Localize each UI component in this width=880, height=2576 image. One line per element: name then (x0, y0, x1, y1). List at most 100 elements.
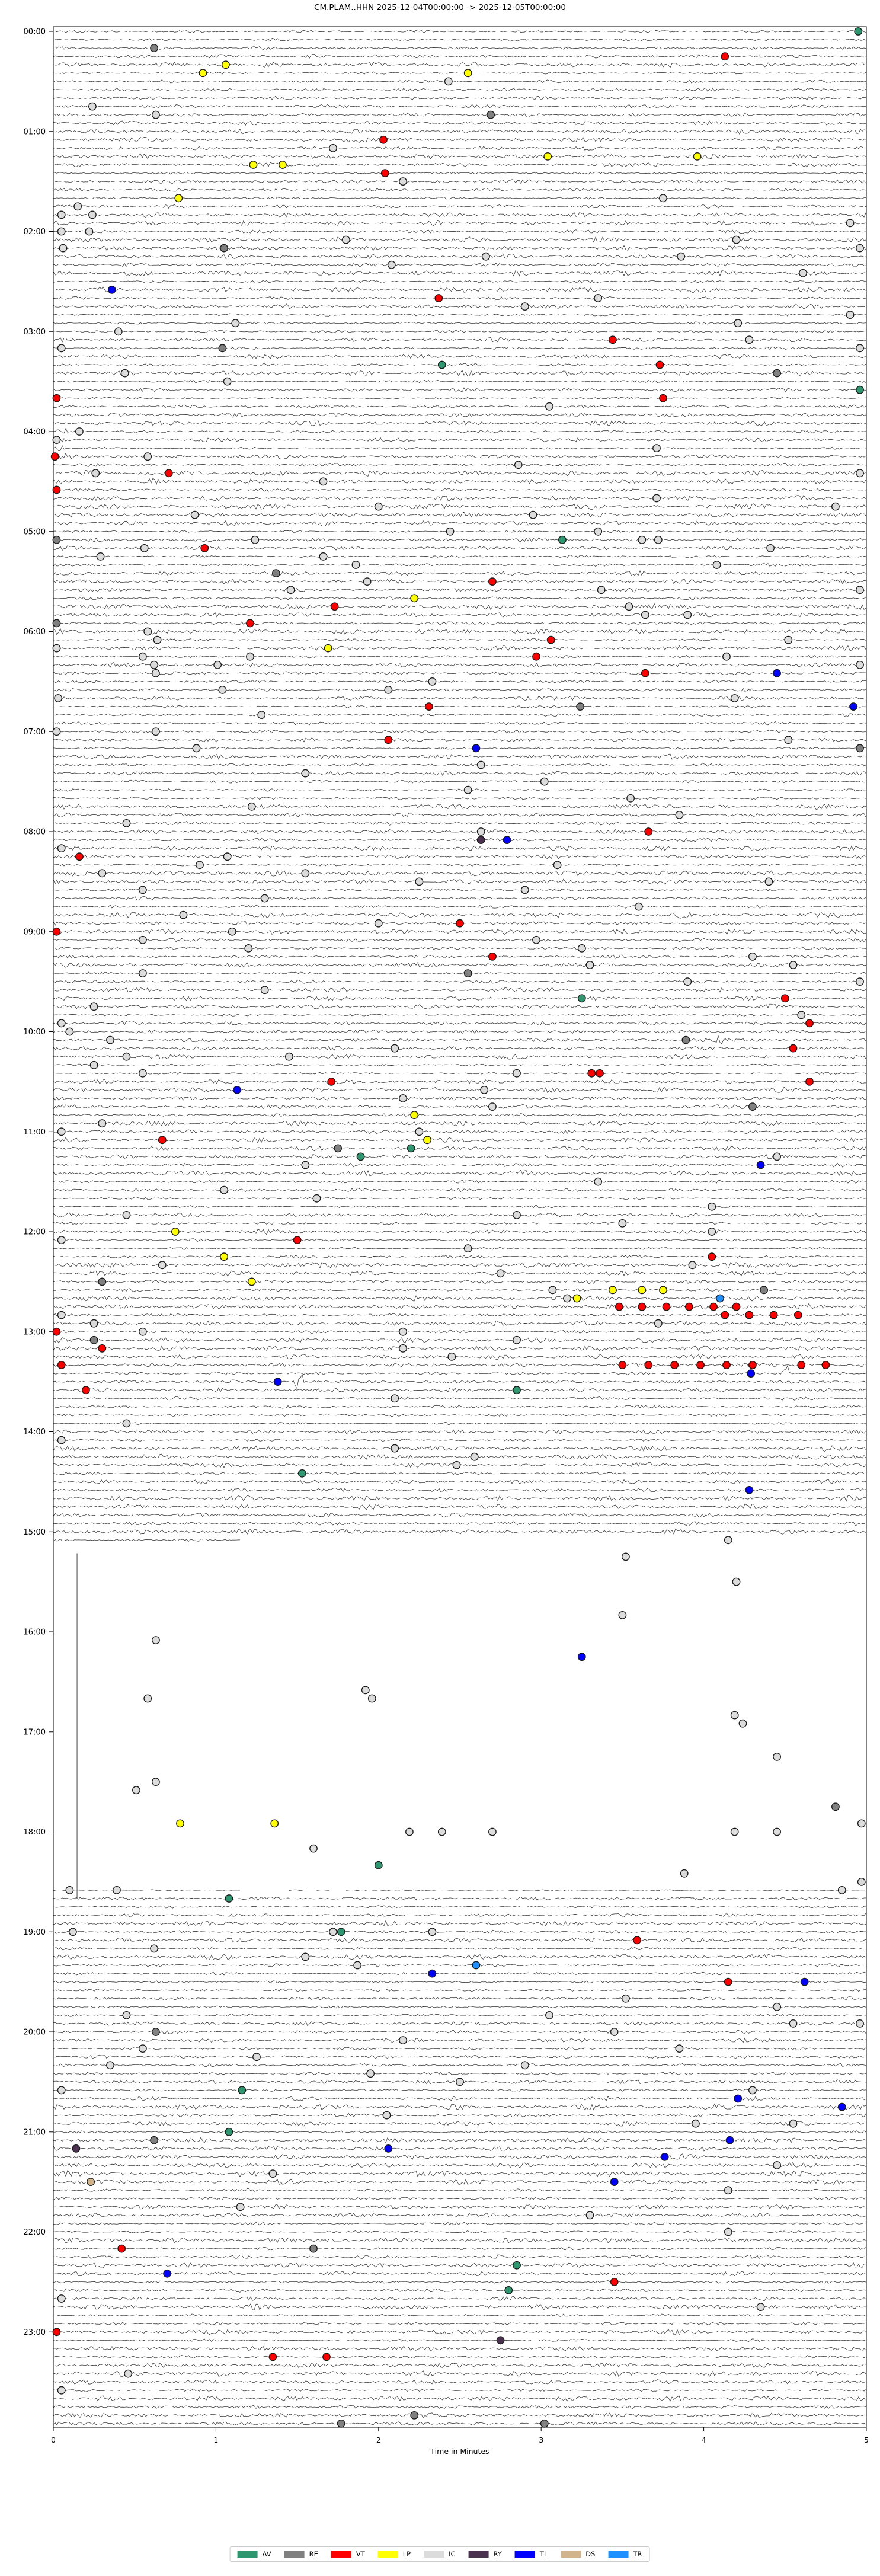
event-marker-vt (52, 927, 61, 936)
event-marker-ic (488, 1102, 497, 1111)
event-marker-av (374, 1861, 383, 1869)
event-marker-ic (150, 660, 159, 669)
trace-row (53, 2047, 866, 2050)
event-marker-ic (329, 143, 337, 152)
event-marker-re (831, 1802, 840, 1811)
event-marker-ic (520, 302, 529, 311)
trace-row (53, 2021, 866, 2027)
event-marker-vt (81, 1386, 90, 1395)
legend-label: TR (633, 2550, 642, 2558)
event-marker-vt (732, 1302, 741, 1311)
legend-swatch-vt (331, 2551, 351, 2558)
legend-swatch-re (284, 2551, 305, 2558)
event-marker-ic (618, 1219, 627, 1228)
trace-row (53, 530, 866, 533)
event-marker-ic (532, 935, 540, 944)
trace-row (53, 779, 866, 784)
event-marker-vt (610, 2277, 619, 2286)
event-marker-vt (330, 602, 339, 611)
event-marker-re (773, 369, 782, 378)
event-marker-ic (246, 652, 254, 661)
event-marker-ic (437, 1827, 446, 1836)
trace-row (53, 303, 866, 309)
trace-row (53, 153, 866, 159)
trace-row (53, 296, 866, 301)
trace-row (53, 1329, 866, 1334)
trace-row (53, 1146, 866, 1152)
plot-title: CM.PLAM..HHN 2025-12-04T00:00:00 -> 2025… (314, 3, 566, 12)
trace-row (53, 904, 866, 909)
trace-row (53, 555, 866, 558)
trace-row (53, 2112, 866, 2118)
hour-label: 10:00 (24, 1028, 46, 1037)
event-marker-ic (677, 252, 686, 261)
event-marker-ic (286, 586, 295, 595)
trace-row (53, 113, 866, 117)
trace-row (53, 2096, 866, 2101)
event-marker-ic (132, 1786, 140, 1795)
legend-swatch-ds (561, 2551, 581, 2558)
trace-row (53, 1086, 866, 1094)
trace-row (53, 1197, 866, 1200)
trace-row (53, 621, 866, 625)
event-marker-ic (122, 1210, 131, 1219)
x-tick-label: 4 (702, 2436, 706, 2444)
hour-label: 23:00 (24, 2328, 46, 2337)
trace-row (53, 2162, 866, 2168)
event-marker-tl (773, 669, 782, 677)
event-marker-tl (745, 1485, 754, 1494)
x-tick-label: 3 (539, 2436, 543, 2444)
event-marker-ic (856, 2019, 864, 2028)
trace-row (316, 1890, 329, 1891)
event-marker-ic (57, 227, 66, 236)
hour-label: 17:00 (24, 1728, 46, 1737)
trace-row (53, 1396, 866, 1401)
event-marker-ic (540, 777, 549, 786)
trace-row (53, 696, 866, 701)
event-marker-ic (57, 1019, 66, 1028)
event-marker-lp (249, 161, 258, 169)
legend-item-ry: RY (468, 2550, 502, 2558)
legend-swatch-av (237, 2551, 258, 2558)
trace-row (53, 1180, 866, 1184)
event-marker-ic (618, 1610, 627, 1619)
trace-row (53, 821, 866, 826)
trace-row (53, 845, 866, 852)
legend-swatch-ry (468, 2551, 489, 2558)
trace-row (53, 1270, 866, 1277)
event-marker-ic (654, 1319, 663, 1328)
event-marker-vt (380, 169, 389, 177)
trace-row (53, 721, 866, 726)
event-marker-ic (692, 2119, 700, 2128)
trace-row (53, 2179, 866, 2185)
event-marker-av (225, 1894, 233, 1903)
hour-label: 04:00 (24, 428, 46, 437)
trace-row (53, 236, 866, 243)
trace-row (53, 1104, 866, 1110)
waveform-traces (53, 30, 866, 2426)
trace-row (53, 570, 866, 576)
trace-row (53, 412, 866, 418)
event-marker-ic (563, 1294, 571, 1303)
event-marker-ic (57, 344, 66, 353)
event-marker-ic (244, 944, 253, 953)
event-marker-vt (293, 1236, 302, 1245)
event-marker-ic (57, 844, 66, 853)
event-marker-ic (284, 1052, 293, 1061)
event-marker-ic (789, 2019, 798, 2028)
trace-row (53, 2204, 866, 2210)
hour-label: 00:00 (24, 28, 46, 37)
trace-row (53, 2237, 866, 2243)
event-marker-ic (675, 811, 684, 819)
event-marker-lp (278, 161, 287, 169)
event-marker-ic (856, 469, 864, 478)
trace-row (53, 563, 866, 567)
event-marker-ic (59, 244, 68, 253)
trace-row (53, 1072, 866, 1075)
trace-row (53, 162, 866, 168)
trace-row (53, 263, 866, 267)
trace-row (53, 662, 866, 668)
hour-label: 15:00 (24, 1528, 46, 1537)
event-marker-re (151, 2028, 160, 2036)
trace-row (53, 2037, 866, 2043)
